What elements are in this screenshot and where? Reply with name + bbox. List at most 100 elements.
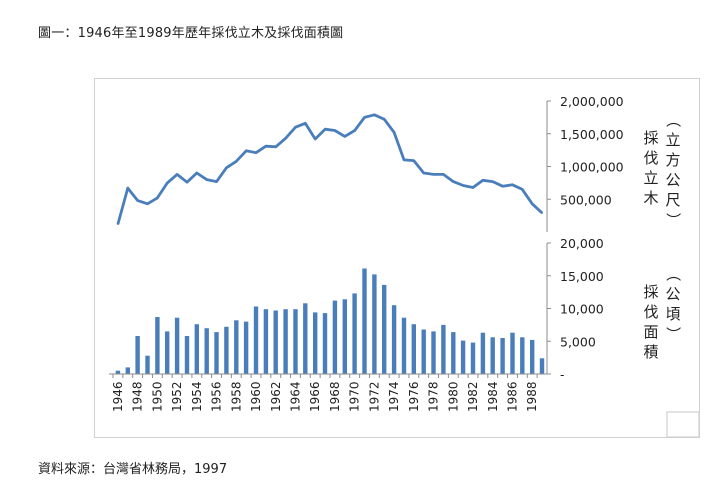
line-point bbox=[324, 128, 326, 131]
ylabel-char: （ bbox=[664, 112, 682, 127]
figure-title: 圖一：1946年至1989年歷年採伐立木及採伐面積圖 bbox=[38, 26, 344, 41]
ylabel-char: ） bbox=[664, 212, 682, 227]
line-point bbox=[215, 180, 218, 183]
x-tick-label: 1978 bbox=[427, 381, 441, 412]
bar bbox=[382, 284, 387, 374]
bar bbox=[184, 336, 190, 374]
x-tick-label: 1962 bbox=[269, 381, 283, 412]
x-tick-label: 1956 bbox=[210, 381, 224, 412]
bar bbox=[411, 324, 416, 374]
line-point bbox=[284, 137, 287, 140]
x-tick-label: 1958 bbox=[229, 381, 243, 412]
line-point bbox=[235, 160, 238, 163]
bar bbox=[401, 317, 407, 374]
line-point bbox=[126, 187, 129, 190]
ylabel-char: 公 bbox=[665, 171, 680, 189]
ylabel-char: 伐 bbox=[643, 303, 658, 321]
bar bbox=[283, 309, 288, 374]
bar bbox=[174, 317, 180, 374]
bar bbox=[115, 370, 121, 374]
x-tick-label: 1964 bbox=[288, 381, 302, 412]
x-tick-label: 1980 bbox=[446, 381, 460, 412]
line-point bbox=[403, 159, 405, 161]
line-point bbox=[264, 145, 267, 148]
bar-ytick-label: 15,000 bbox=[560, 269, 604, 284]
bar bbox=[451, 332, 456, 374]
line-chart: 500,000 1,000,000 1,500,000 2,000,000 bbox=[116, 94, 624, 232]
line-point bbox=[412, 159, 415, 162]
line-point bbox=[462, 184, 465, 187]
bar bbox=[520, 337, 525, 374]
bar bbox=[431, 331, 436, 374]
bar bbox=[441, 324, 446, 374]
ylabel-char: 木 bbox=[643, 189, 658, 207]
bar bbox=[490, 337, 495, 374]
ylabel-char: 面 bbox=[643, 323, 658, 341]
bar bbox=[322, 313, 328, 374]
chart-svg: 500,000 1,000,000 1,500,000 2,000,000 - 5,00… bbox=[109, 94, 700, 438]
x-tick-label: 1950 bbox=[150, 381, 164, 412]
ylabel-char: 公 bbox=[665, 285, 680, 303]
ylabel-char: 立 bbox=[665, 131, 680, 149]
line-point bbox=[501, 185, 504, 188]
bar bbox=[165, 331, 170, 374]
line-point bbox=[373, 113, 376, 116]
line-point bbox=[472, 186, 474, 189]
bar bbox=[204, 328, 209, 374]
bar bbox=[470, 342, 476, 374]
x-axis: 1946 1948 1950 1952 1954 1956 1958 1960 1962 1964… bbox=[109, 373, 547, 412]
bar bbox=[214, 332, 219, 374]
line-point bbox=[146, 202, 149, 205]
bar bbox=[372, 274, 377, 374]
bar bbox=[510, 332, 515, 374]
bar bbox=[313, 312, 318, 374]
bar bbox=[234, 320, 239, 374]
bar bbox=[362, 268, 367, 374]
x-tick-label: 1972 bbox=[367, 381, 381, 412]
x-tick-label: 1970 bbox=[348, 381, 362, 412]
bar bbox=[273, 310, 278, 374]
ylabel-char: 採 bbox=[643, 283, 658, 301]
line-point bbox=[294, 126, 297, 129]
bar bbox=[500, 338, 505, 374]
line-point bbox=[205, 178, 208, 181]
line-point bbox=[304, 122, 307, 125]
scroll-handle[interactable] bbox=[666, 411, 700, 438]
x-tick-label: 1984 bbox=[486, 381, 500, 412]
bar bbox=[243, 321, 249, 374]
ylabel-char: 積 bbox=[643, 343, 658, 361]
line-point bbox=[225, 166, 228, 169]
x-tick-label: 1974 bbox=[387, 381, 401, 412]
x-tick-label: 1946 bbox=[111, 381, 125, 412]
x-tick-label: 1986 bbox=[505, 381, 519, 412]
bar bbox=[125, 367, 130, 374]
x-tick-label: 1948 bbox=[131, 381, 145, 412]
bar-ytick-label: 5,000 bbox=[560, 334, 596, 349]
ylabel-char: ） bbox=[664, 326, 682, 341]
bar bbox=[293, 309, 298, 374]
bar-chart-ylabel: （ 公頃 ） 採伐面積 bbox=[643, 266, 682, 361]
line-point bbox=[255, 151, 257, 154]
bar bbox=[539, 358, 545, 374]
line-point bbox=[511, 183, 514, 186]
ylabel-char: 尺 bbox=[665, 191, 680, 209]
x-tick-label: 1960 bbox=[249, 381, 263, 412]
bar bbox=[460, 340, 466, 374]
ylabel-char: 立 bbox=[643, 169, 658, 187]
bar bbox=[421, 329, 426, 374]
chart-frame: 500,000 1,000,000 1,500,000 2,000,000 - 5,00… bbox=[94, 78, 700, 438]
line-point bbox=[186, 181, 188, 184]
line-point bbox=[383, 118, 386, 121]
bar bbox=[303, 303, 308, 374]
line-point bbox=[442, 173, 445, 176]
line-point bbox=[166, 181, 169, 184]
bar bbox=[391, 305, 397, 374]
line-point bbox=[245, 149, 248, 152]
x-tick-label: 1966 bbox=[308, 381, 322, 412]
bar bbox=[342, 299, 347, 374]
bar bbox=[155, 317, 160, 374]
line-point bbox=[353, 129, 356, 132]
series-line bbox=[116, 113, 544, 225]
line-point bbox=[363, 116, 366, 119]
bar-ytick-label: - bbox=[560, 367, 565, 382]
